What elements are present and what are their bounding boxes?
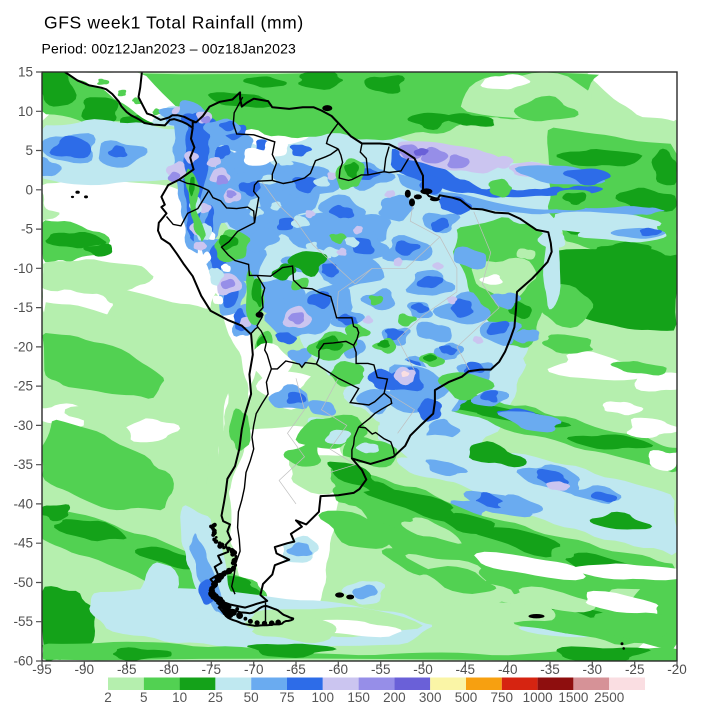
svg-text:200: 200: [383, 690, 406, 705]
svg-text:-35: -35: [540, 662, 560, 677]
svg-text:-50: -50: [13, 575, 33, 590]
svg-text:500: 500: [455, 690, 478, 705]
svg-text:-10: -10: [13, 261, 33, 276]
svg-text:75: 75: [279, 690, 294, 705]
svg-text:50: 50: [244, 690, 259, 705]
svg-text:5: 5: [140, 690, 148, 705]
svg-text:-95: -95: [32, 662, 52, 677]
svg-text:-85: -85: [117, 662, 137, 677]
svg-text:GFS week1 Total Rainfall (mm): GFS week1 Total Rainfall (mm): [44, 13, 304, 33]
svg-text:Period: 00z12Jan2023 – 00z18Ja: Period: 00z12Jan2023 – 00z18Jan2023: [42, 40, 297, 56]
svg-text:1000: 1000: [523, 690, 553, 705]
svg-text:-20: -20: [667, 662, 687, 677]
svg-text:-45: -45: [456, 662, 476, 677]
svg-text:-60: -60: [329, 662, 349, 677]
svg-text:1500: 1500: [558, 690, 588, 705]
svg-text:15: 15: [18, 65, 33, 80]
svg-text:-15: -15: [13, 300, 33, 315]
svg-text:-20: -20: [13, 339, 33, 354]
svg-text:5: 5: [25, 143, 33, 158]
svg-text:-80: -80: [159, 662, 179, 677]
svg-text:150: 150: [347, 690, 370, 705]
svg-text:-40: -40: [498, 662, 518, 677]
svg-text:-55: -55: [371, 662, 391, 677]
svg-text:-55: -55: [13, 614, 33, 629]
svg-text:-60: -60: [13, 654, 33, 669]
svg-text:-30: -30: [583, 662, 603, 677]
svg-text:-50: -50: [413, 662, 433, 677]
svg-text:10: 10: [18, 104, 33, 119]
svg-text:-90: -90: [75, 662, 95, 677]
svg-text:-40: -40: [13, 496, 33, 511]
svg-text:-30: -30: [13, 418, 33, 433]
svg-text:-35: -35: [13, 457, 33, 472]
svg-text:10: 10: [172, 690, 187, 705]
svg-text:-5: -5: [21, 222, 33, 237]
svg-text:300: 300: [419, 690, 442, 705]
svg-text:-45: -45: [13, 536, 33, 551]
svg-text:0: 0: [25, 182, 33, 197]
svg-text:-65: -65: [286, 662, 306, 677]
svg-text:25: 25: [208, 690, 223, 705]
svg-text:-25: -25: [625, 662, 645, 677]
svg-text:-70: -70: [244, 662, 264, 677]
svg-text:100: 100: [312, 690, 335, 705]
svg-text:2500: 2500: [594, 690, 624, 705]
svg-text:-75: -75: [202, 662, 222, 677]
svg-text:750: 750: [491, 690, 514, 705]
svg-text:-25: -25: [13, 379, 33, 394]
svg-text:2: 2: [104, 690, 112, 705]
